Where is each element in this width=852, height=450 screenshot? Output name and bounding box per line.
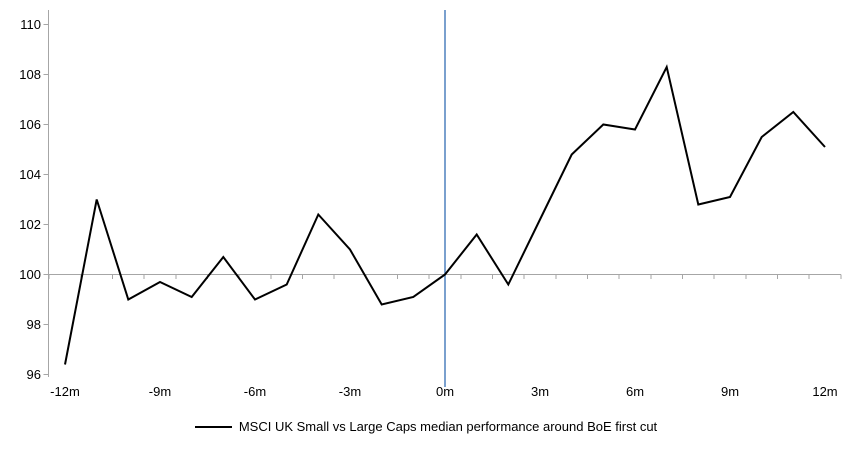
y-axis-tick-label: 102 — [19, 217, 41, 232]
y-axis-tick-label: 110 — [20, 17, 41, 32]
series-line-msci — [64, 64, 826, 365]
x-axis-tick-label: -9m — [149, 384, 171, 399]
x-axis-tick-label: -3m — [339, 384, 361, 399]
x-axis-tick-label: 12m — [812, 384, 837, 399]
y-axis-tick-label: 104 — [19, 167, 41, 182]
legend-label: MSCI UK Small vs Large Caps median perfo… — [238, 419, 658, 434]
y-axis-tick-label: 106 — [19, 117, 41, 132]
y-axis-tick-label: 108 — [19, 67, 41, 82]
x-axis-tick-label: -6m — [244, 384, 266, 399]
x-axis-tick-label: 9m — [721, 384, 739, 399]
legend-line-sample-icon — [194, 425, 232, 428]
x-axis-tick-label: 3m — [531, 384, 549, 399]
y-axis-tick-label: 100 — [19, 267, 41, 282]
legend: MSCI UK Small vs Large Caps median perfo… — [0, 419, 852, 434]
y-axis-tick-label: 96 — [27, 367, 41, 382]
x-axis-tick-label: -12m — [50, 384, 80, 399]
y-axis-tick-label: 98 — [27, 317, 41, 332]
x-axis-tick-label: 0m — [436, 384, 454, 399]
x-axis-tick-label: 6m — [626, 384, 644, 399]
